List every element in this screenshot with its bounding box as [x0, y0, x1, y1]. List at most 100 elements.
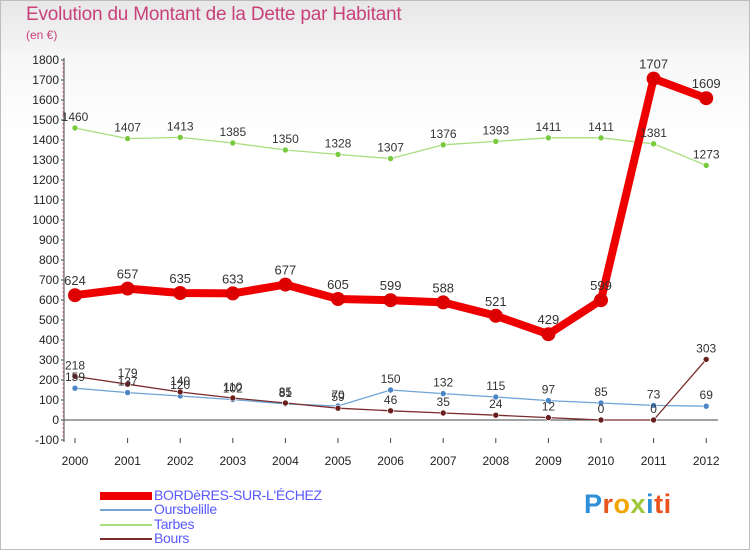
data-label: 132 [433, 376, 453, 390]
y-tick-label: 1300 [32, 153, 59, 167]
data-point [383, 293, 398, 308]
data-point [646, 71, 661, 86]
legend-swatch [100, 538, 152, 540]
x-tick-label: 2003 [219, 454, 246, 468]
data-label: 12 [542, 400, 556, 414]
data-label: 85 [279, 385, 293, 399]
data-point [282, 399, 289, 407]
y-tick-label: 700 [39, 273, 59, 287]
data-label: 115 [486, 379, 505, 393]
data-label: 69 [700, 388, 714, 402]
data-point [439, 409, 447, 417]
x-tick-label: 2005 [325, 454, 352, 468]
data-point [278, 277, 293, 292]
data-label: 303 [696, 341, 716, 355]
data-label: 1328 [325, 136, 352, 150]
x-tick-label: 2009 [535, 454, 562, 468]
y-tick-label: 200 [39, 373, 59, 387]
data-label: 1609 [692, 76, 721, 91]
data-label: 150 [381, 372, 401, 386]
legend-swatch [100, 492, 152, 500]
data-point [120, 281, 135, 296]
axes: -100010020030040050060070080090010001100… [32, 53, 720, 468]
data-point [225, 286, 240, 301]
data-label: 85 [594, 385, 608, 399]
data-point [124, 135, 131, 142]
y-tick-label: 300 [39, 353, 59, 367]
x-tick-label: 2012 [693, 454, 720, 468]
legend-label: Tarbes [154, 516, 195, 532]
legend-swatch [100, 509, 152, 511]
data-point [650, 416, 657, 424]
chart-subtitle: (en €) [26, 28, 58, 42]
data-point [334, 151, 342, 158]
data-point [173, 286, 188, 300]
data-point [545, 134, 552, 142]
x-tick-label: 2002 [167, 454, 194, 468]
y-tick-label: 1500 [32, 113, 59, 127]
legend-label: BORDèRES-SUR-L'ÉCHEZ [154, 487, 322, 503]
data-label: 1350 [272, 132, 299, 146]
data-point [702, 402, 710, 410]
y-tick-label: 1600 [32, 93, 59, 107]
data-label: 624 [64, 273, 86, 288]
data-label: 159 [65, 370, 85, 384]
data-label: 102 [223, 382, 243, 396]
data-point [387, 386, 394, 394]
data-label: 1411 [588, 120, 614, 134]
data-point [597, 134, 605, 142]
data-label: 633 [222, 271, 244, 286]
y-tick-label: -100 [35, 433, 59, 447]
x-tick-label: 2008 [482, 454, 509, 468]
data-label: 179 [118, 366, 138, 380]
data-point [597, 399, 605, 407]
data-point [541, 327, 556, 342]
x-tick-label: 2000 [62, 454, 89, 468]
data-point [387, 155, 394, 162]
y-tick-label: 1800 [32, 53, 59, 67]
data-point [436, 295, 451, 310]
y-tick-label: 100 [39, 393, 59, 407]
data-label: 1273 [693, 147, 720, 161]
y-tick-label: 1200 [32, 173, 59, 187]
legend-swatch [100, 524, 152, 526]
data-label: 140 [170, 374, 190, 388]
data-point [229, 394, 237, 402]
series-layer [68, 71, 714, 424]
y-tick-label: 1100 [33, 193, 59, 207]
data-label: 599 [380, 278, 402, 293]
data-point [439, 141, 447, 149]
data-point [71, 124, 79, 132]
data-label: 429 [538, 312, 560, 327]
data-label: 1307 [377, 141, 404, 155]
data-label: 1407 [114, 121, 141, 135]
data-point [387, 407, 394, 415]
data-label: 0 [650, 402, 657, 416]
data-point [650, 140, 657, 148]
data-point [124, 389, 131, 396]
data-point [702, 162, 710, 169]
data-point [71, 384, 79, 392]
x-tick-label: 2006 [377, 454, 404, 468]
data-point [439, 390, 447, 397]
data-point [492, 411, 500, 419]
data-point [650, 402, 657, 409]
data-label: 1460 [62, 110, 89, 124]
y-tick-label: 600 [39, 293, 59, 307]
x-tick-label: 2001 [114, 454, 141, 468]
data-label: 1411 [535, 120, 561, 134]
x-tick-label: 2007 [430, 454, 457, 468]
data-point [702, 356, 710, 363]
data-label: 73 [647, 387, 661, 401]
data-label: 588 [432, 280, 454, 295]
y-tick-label: 500 [39, 313, 59, 327]
data-label: 1413 [167, 119, 194, 133]
data-point [492, 393, 500, 401]
x-tick-label: 2011 [641, 454, 667, 468]
data-point [488, 308, 503, 323]
y-tick-label: 1700 [32, 73, 59, 87]
data-label: 81 [279, 386, 293, 400]
data-label: 46 [384, 393, 398, 407]
